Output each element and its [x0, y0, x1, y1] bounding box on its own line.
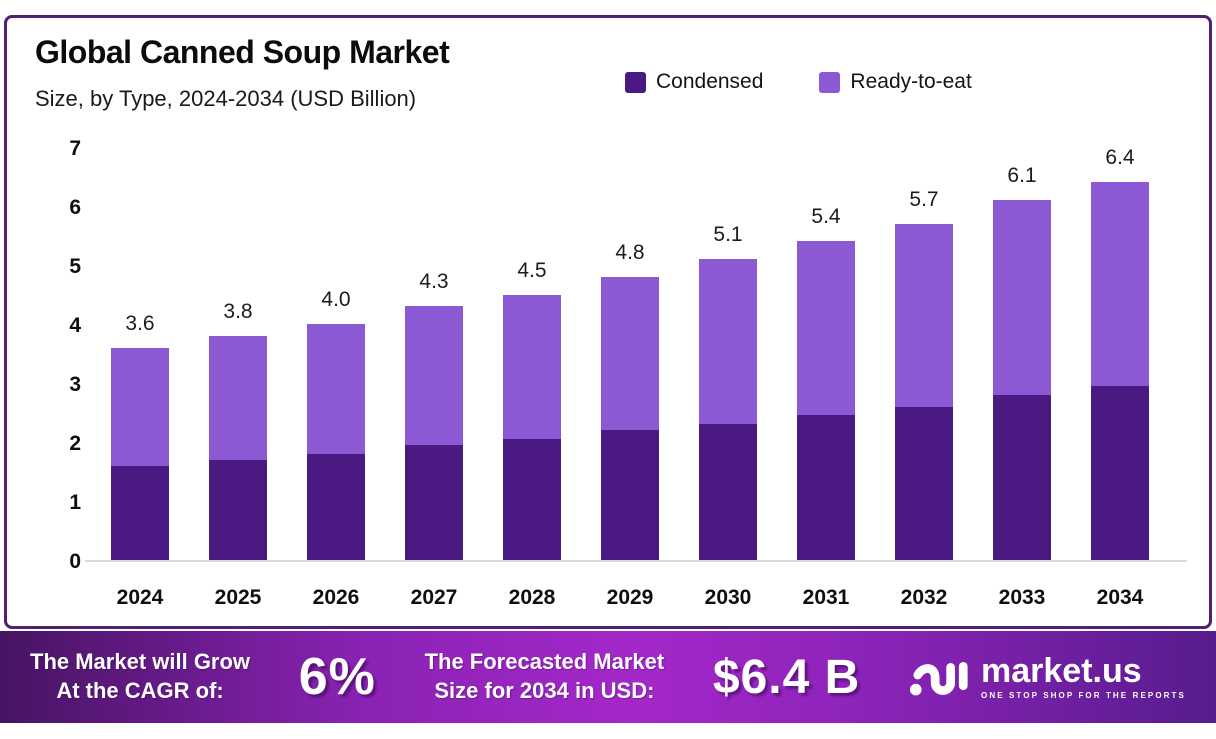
bar-value-label: 6.4 — [1105, 146, 1135, 170]
legend-item-ready-to-eat: Ready-to-eat — [819, 70, 972, 94]
bar-2024 — [111, 347, 169, 560]
bar-2028 — [503, 294, 561, 561]
bar-segment-condensed — [307, 453, 365, 560]
bar-value-label: 3.6 — [125, 311, 155, 335]
marketus-logo: market.us ONE STOP SHOP FOR THE REPORTS — [909, 653, 1186, 701]
bar-segment-ready-to-eat — [797, 241, 855, 416]
page-title: Global Canned Soup Market — [35, 34, 450, 70]
bar-value-label: 4.5 — [517, 258, 547, 282]
y-axis: 0 1 2 3 4 5 6 7 — [15, 138, 81, 573]
bar-2033 — [993, 200, 1051, 560]
chart-subtitle: Size, by Type, 2024-2034 (USD Billion) — [35, 86, 417, 111]
forecast-label-line1: The Forecasted Market — [424, 649, 665, 675]
y-tick-label: 3 — [69, 373, 81, 396]
bar-value-label: 4.8 — [615, 240, 645, 264]
bar-2025 — [209, 335, 267, 560]
bar-segment-ready-to-eat — [699, 259, 757, 425]
bar-value-label: 5.4 — [811, 205, 841, 229]
bar-value-label: 4.0 — [321, 288, 351, 311]
forecast-value: $6.4 B — [712, 650, 861, 704]
legend-label-ready-to-eat: Ready-to-eat — [850, 70, 972, 93]
x-axis-label: 2032 — [900, 586, 948, 609]
legend-swatch-condensed — [625, 71, 646, 93]
x-axis-label: 2024 — [116, 586, 164, 609]
bar-segment-condensed — [209, 459, 267, 560]
brand-tagline: ONE STOP SHOP FOR THE REPORTS — [981, 691, 1186, 700]
y-tick-label: 5 — [69, 255, 81, 278]
y-tick-label: 4 — [69, 314, 81, 337]
bar-segment-ready-to-eat — [503, 294, 561, 440]
bar-segment-condensed — [993, 394, 1051, 560]
bar-segment-ready-to-eat — [209, 335, 267, 460]
bar-value-label: 4.3 — [419, 270, 449, 294]
marketus-logo-icon — [909, 661, 968, 696]
footer-banner: The Market will Grow At the CAGR of: 6% … — [0, 631, 1216, 723]
bar-segment-condensed — [405, 444, 463, 560]
bar-segment-ready-to-eat — [601, 276, 659, 431]
bar-segment-condensed — [797, 415, 855, 560]
bar-segment-ready-to-eat — [111, 347, 169, 466]
bar-value-label: 5.1 — [713, 223, 743, 247]
x-axis-label: 2028 — [508, 586, 556, 609]
legend-item-condensed: Condensed — [625, 70, 763, 94]
bar-segment-condensed — [1091, 385, 1149, 560]
legend-swatch-ready-to-eat — [819, 71, 841, 93]
bar-segment-ready-to-eat — [1091, 182, 1149, 386]
bar-value-label: 6.1 — [1007, 164, 1037, 188]
bar-segment-condensed — [895, 406, 953, 560]
y-tick-label: 6 — [69, 196, 81, 219]
bar-segment-ready-to-eat — [895, 223, 953, 407]
x-axis-label: 2026 — [312, 586, 360, 609]
x-axis-label: 2030 — [704, 586, 752, 609]
y-tick-label: 2 — [69, 432, 81, 455]
x-axis-label: 2029 — [606, 586, 654, 609]
cagr-value: 6% — [298, 648, 376, 706]
y-tick-label: 7 — [69, 137, 81, 160]
legend-label-condensed: Condensed — [656, 70, 764, 93]
bar-segment-condensed — [601, 430, 659, 560]
brand-name: market.us — [981, 652, 1142, 690]
cagr-label: The Market will Grow At the CAGR of: — [30, 648, 250, 705]
forecast-label: The Forecasted Market Size for 2034 in U… — [425, 648, 665, 705]
bar-2032 — [895, 223, 953, 560]
bar-value-label: 5.7 — [909, 187, 939, 211]
plot-area: 3.6 2024 3.8 2025 4.0 2026 4.3 2027 4.5 2028 4.8 20… — [85, 146, 1187, 609]
x-axis-label: 2034 — [1096, 586, 1144, 609]
bar-segment-condensed — [503, 439, 561, 560]
bar-2034 — [1091, 182, 1149, 560]
x-axis-label: 2027 — [410, 586, 458, 609]
cagr-label-line2: At the CAGR of: — [56, 678, 224, 703]
x-axis-label: 2033 — [998, 586, 1046, 609]
chart-card: Global Canned Soup Market Size, by Type,… — [4, 15, 1212, 629]
y-tick-label: 0 — [69, 550, 81, 573]
bar-segment-ready-to-eat — [405, 306, 463, 445]
bar-segment-ready-to-eat — [993, 200, 1051, 395]
y-tick-label: 1 — [69, 491, 81, 514]
bar-segment-condensed — [111, 465, 169, 560]
cagr-label-line1: The Market will Grow — [30, 649, 251, 675]
bar-2029 — [601, 276, 659, 560]
bar-2031 — [797, 241, 855, 560]
bar-value-label: 3.8 — [223, 299, 253, 323]
bar-segment-condensed — [699, 424, 757, 560]
bar-2026 — [307, 324, 365, 560]
chart-legend: Condensed Ready-to-eat — [625, 70, 972, 94]
x-axis-label: 2025 — [214, 586, 262, 609]
forecast-label-line2: Size for 2034 in USD: — [434, 678, 655, 703]
bar-2027 — [405, 306, 463, 560]
bar-segment-ready-to-eat — [307, 324, 365, 454]
bar-2030 — [699, 259, 757, 560]
x-axis-label: 2031 — [802, 586, 850, 609]
